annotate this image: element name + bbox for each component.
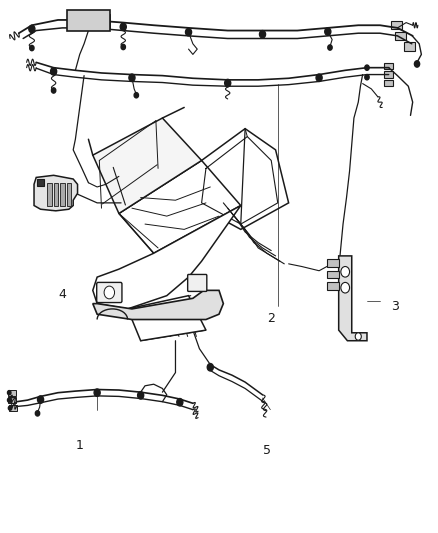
- Bar: [47, 183, 52, 206]
- Polygon shape: [201, 128, 289, 229]
- Circle shape: [8, 406, 12, 410]
- Circle shape: [29, 25, 35, 33]
- Bar: [67, 183, 71, 206]
- Circle shape: [121, 44, 125, 50]
- Circle shape: [328, 45, 332, 50]
- Bar: [79, 13, 87, 28]
- Polygon shape: [34, 175, 78, 211]
- Circle shape: [316, 74, 322, 82]
- Circle shape: [259, 30, 265, 38]
- FancyBboxPatch shape: [395, 31, 406, 40]
- Circle shape: [365, 75, 369, 80]
- Circle shape: [325, 28, 331, 35]
- Circle shape: [38, 396, 44, 403]
- Text: 3: 3: [391, 300, 399, 313]
- Bar: [60, 183, 65, 206]
- Circle shape: [341, 282, 350, 293]
- FancyBboxPatch shape: [67, 11, 110, 30]
- Circle shape: [30, 45, 34, 51]
- Circle shape: [355, 333, 361, 340]
- Polygon shape: [119, 160, 241, 253]
- Text: 1: 1: [76, 439, 84, 452]
- Circle shape: [341, 266, 350, 277]
- Polygon shape: [93, 290, 223, 319]
- FancyBboxPatch shape: [187, 274, 207, 292]
- FancyBboxPatch shape: [404, 42, 415, 51]
- Polygon shape: [127, 296, 206, 341]
- Polygon shape: [93, 118, 201, 214]
- FancyBboxPatch shape: [391, 21, 402, 29]
- Circle shape: [225, 79, 231, 87]
- FancyBboxPatch shape: [97, 282, 122, 303]
- Circle shape: [414, 61, 420, 67]
- Bar: [9, 405, 17, 411]
- Bar: [102, 13, 110, 28]
- Circle shape: [104, 286, 115, 299]
- Circle shape: [51, 88, 56, 93]
- Polygon shape: [93, 206, 241, 309]
- Bar: [8, 390, 16, 396]
- Circle shape: [35, 411, 40, 416]
- Circle shape: [134, 93, 138, 98]
- Circle shape: [50, 68, 57, 75]
- Circle shape: [365, 65, 369, 70]
- Bar: [53, 183, 58, 206]
- Circle shape: [120, 23, 126, 30]
- Circle shape: [207, 364, 213, 371]
- Text: 5: 5: [262, 444, 271, 457]
- FancyBboxPatch shape: [384, 71, 393, 78]
- Bar: [327, 282, 339, 290]
- FancyBboxPatch shape: [384, 63, 393, 69]
- Circle shape: [129, 74, 135, 82]
- Bar: [91, 13, 99, 28]
- Text: 2: 2: [267, 312, 275, 325]
- Text: 4: 4: [58, 288, 66, 301]
- Circle shape: [94, 389, 100, 397]
- Circle shape: [185, 28, 191, 36]
- Polygon shape: [339, 256, 367, 341]
- Circle shape: [7, 398, 11, 402]
- Bar: [8, 397, 16, 403]
- Circle shape: [177, 399, 183, 406]
- FancyBboxPatch shape: [384, 80, 393, 86]
- Polygon shape: [37, 179, 44, 186]
- Circle shape: [138, 392, 144, 399]
- Bar: [327, 259, 339, 266]
- Circle shape: [7, 391, 11, 395]
- Bar: [327, 271, 339, 278]
